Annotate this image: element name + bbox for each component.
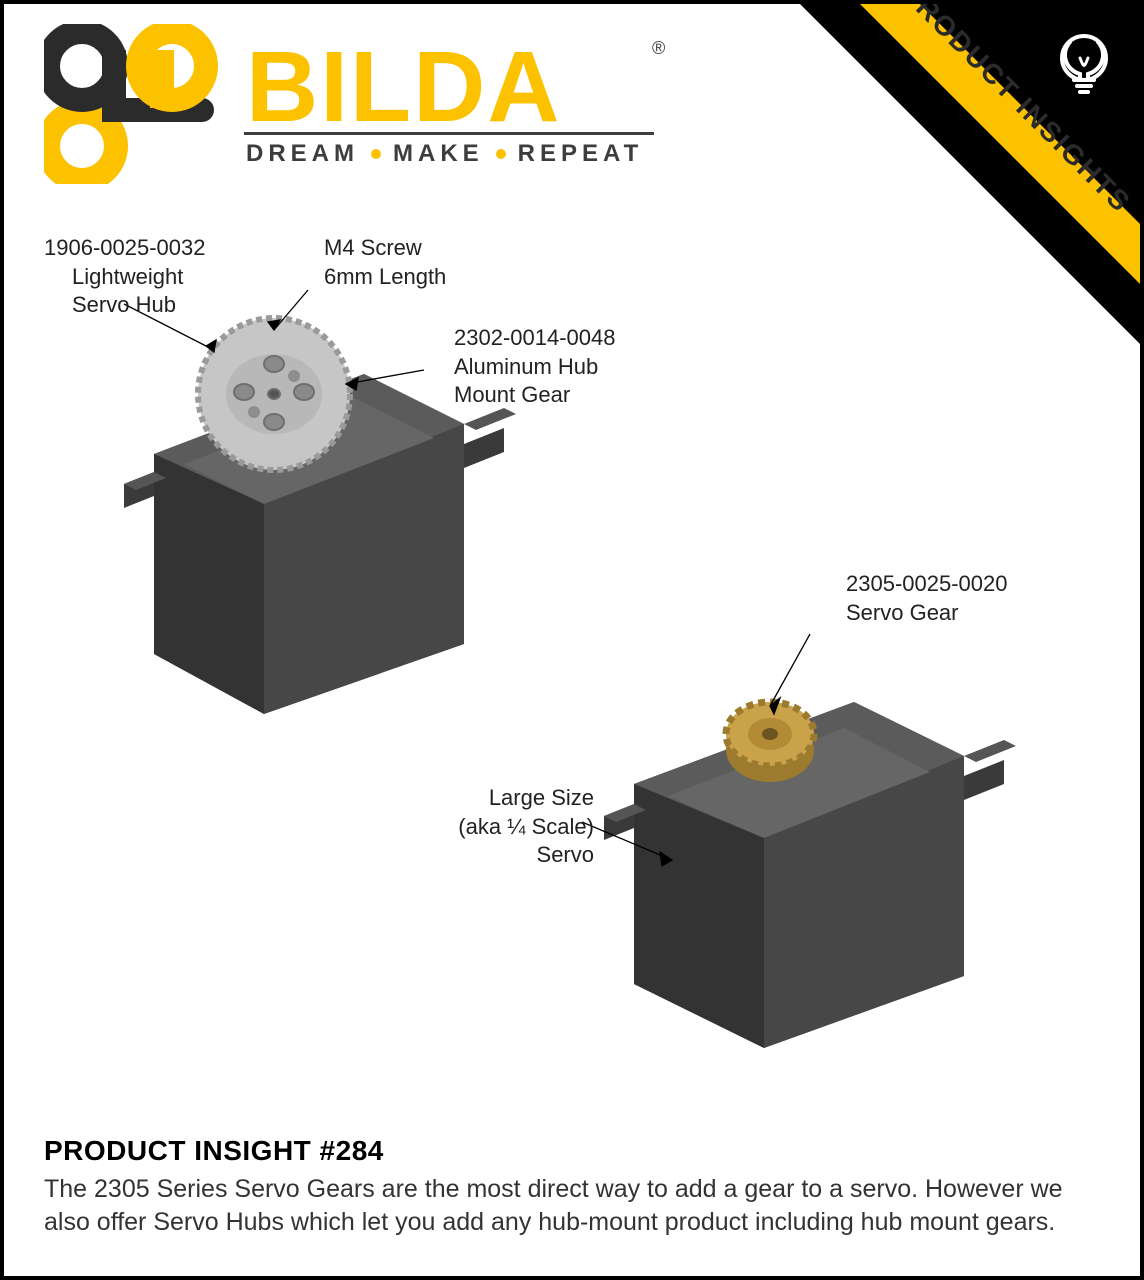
- label-line: Aluminum Hub: [454, 353, 615, 382]
- label-line: M4 Screw: [324, 234, 446, 263]
- servo-assembly-right: [564, 624, 1044, 1059]
- callout-servo-hub: 1906-0025-0032 Lightweight Servo Hub: [44, 234, 205, 320]
- callout-servo-gear: 2305-0025-0020 Servo Gear: [846, 570, 1007, 627]
- insight-body: The 2305 Series Servo Gears are the most…: [44, 1173, 1100, 1241]
- diagram-area: 1906-0025-0032 Lightweight Servo Hub M4 …: [4, 224, 1144, 1084]
- label-line: Servo Gear: [846, 599, 1007, 628]
- label-line: (aka ¼ Scale): [454, 813, 594, 842]
- part-number: 1906-0025-0032: [44, 234, 205, 263]
- insight-heading: PRODUCT INSIGHT #284: [44, 1135, 1100, 1167]
- logo-wordmark: BILDA: [246, 30, 562, 145]
- part-number: 2302-0014-0048: [454, 324, 615, 353]
- dot-icon: [496, 149, 506, 159]
- logo-divider: [244, 132, 654, 135]
- registered-mark: ®: [652, 38, 665, 59]
- callout-mount-gear: 2302-0014-0048 Aluminum Hub Mount Gear: [454, 324, 615, 410]
- dot-icon: [371, 149, 381, 159]
- label-line: Large Size: [454, 784, 594, 813]
- label-line: Lightweight: [44, 263, 205, 292]
- tagline-word: REPEAT: [518, 140, 644, 168]
- callout-m4-screw: M4 Screw 6mm Length: [324, 234, 446, 291]
- logo-mark-icon: [44, 24, 234, 184]
- logo-tagline: DREAM MAKE REPEAT: [246, 140, 643, 168]
- callout-servo-size: Large Size (aka ¼ Scale) Servo: [454, 784, 594, 870]
- brand-logo: BILDA ® DREAM MAKE REPEAT: [44, 24, 664, 184]
- label-line: Mount Gear: [454, 381, 615, 410]
- page: PRODUCT INSIGHTS BILDA ® DREAM MAKE REPE…: [0, 0, 1144, 1280]
- label-line: Servo Hub: [44, 291, 205, 320]
- part-number: 2305-0025-0020: [846, 570, 1007, 599]
- tagline-word: DREAM: [246, 140, 359, 168]
- tagline-word: MAKE: [393, 140, 484, 168]
- label-line: 6mm Length: [324, 263, 446, 292]
- label-line: Servo: [454, 841, 594, 870]
- footer: PRODUCT INSIGHT #284 The 2305 Series Ser…: [44, 1135, 1100, 1241]
- ribbon-label: PRODUCT INSIGHTS: [892, 0, 1141, 222]
